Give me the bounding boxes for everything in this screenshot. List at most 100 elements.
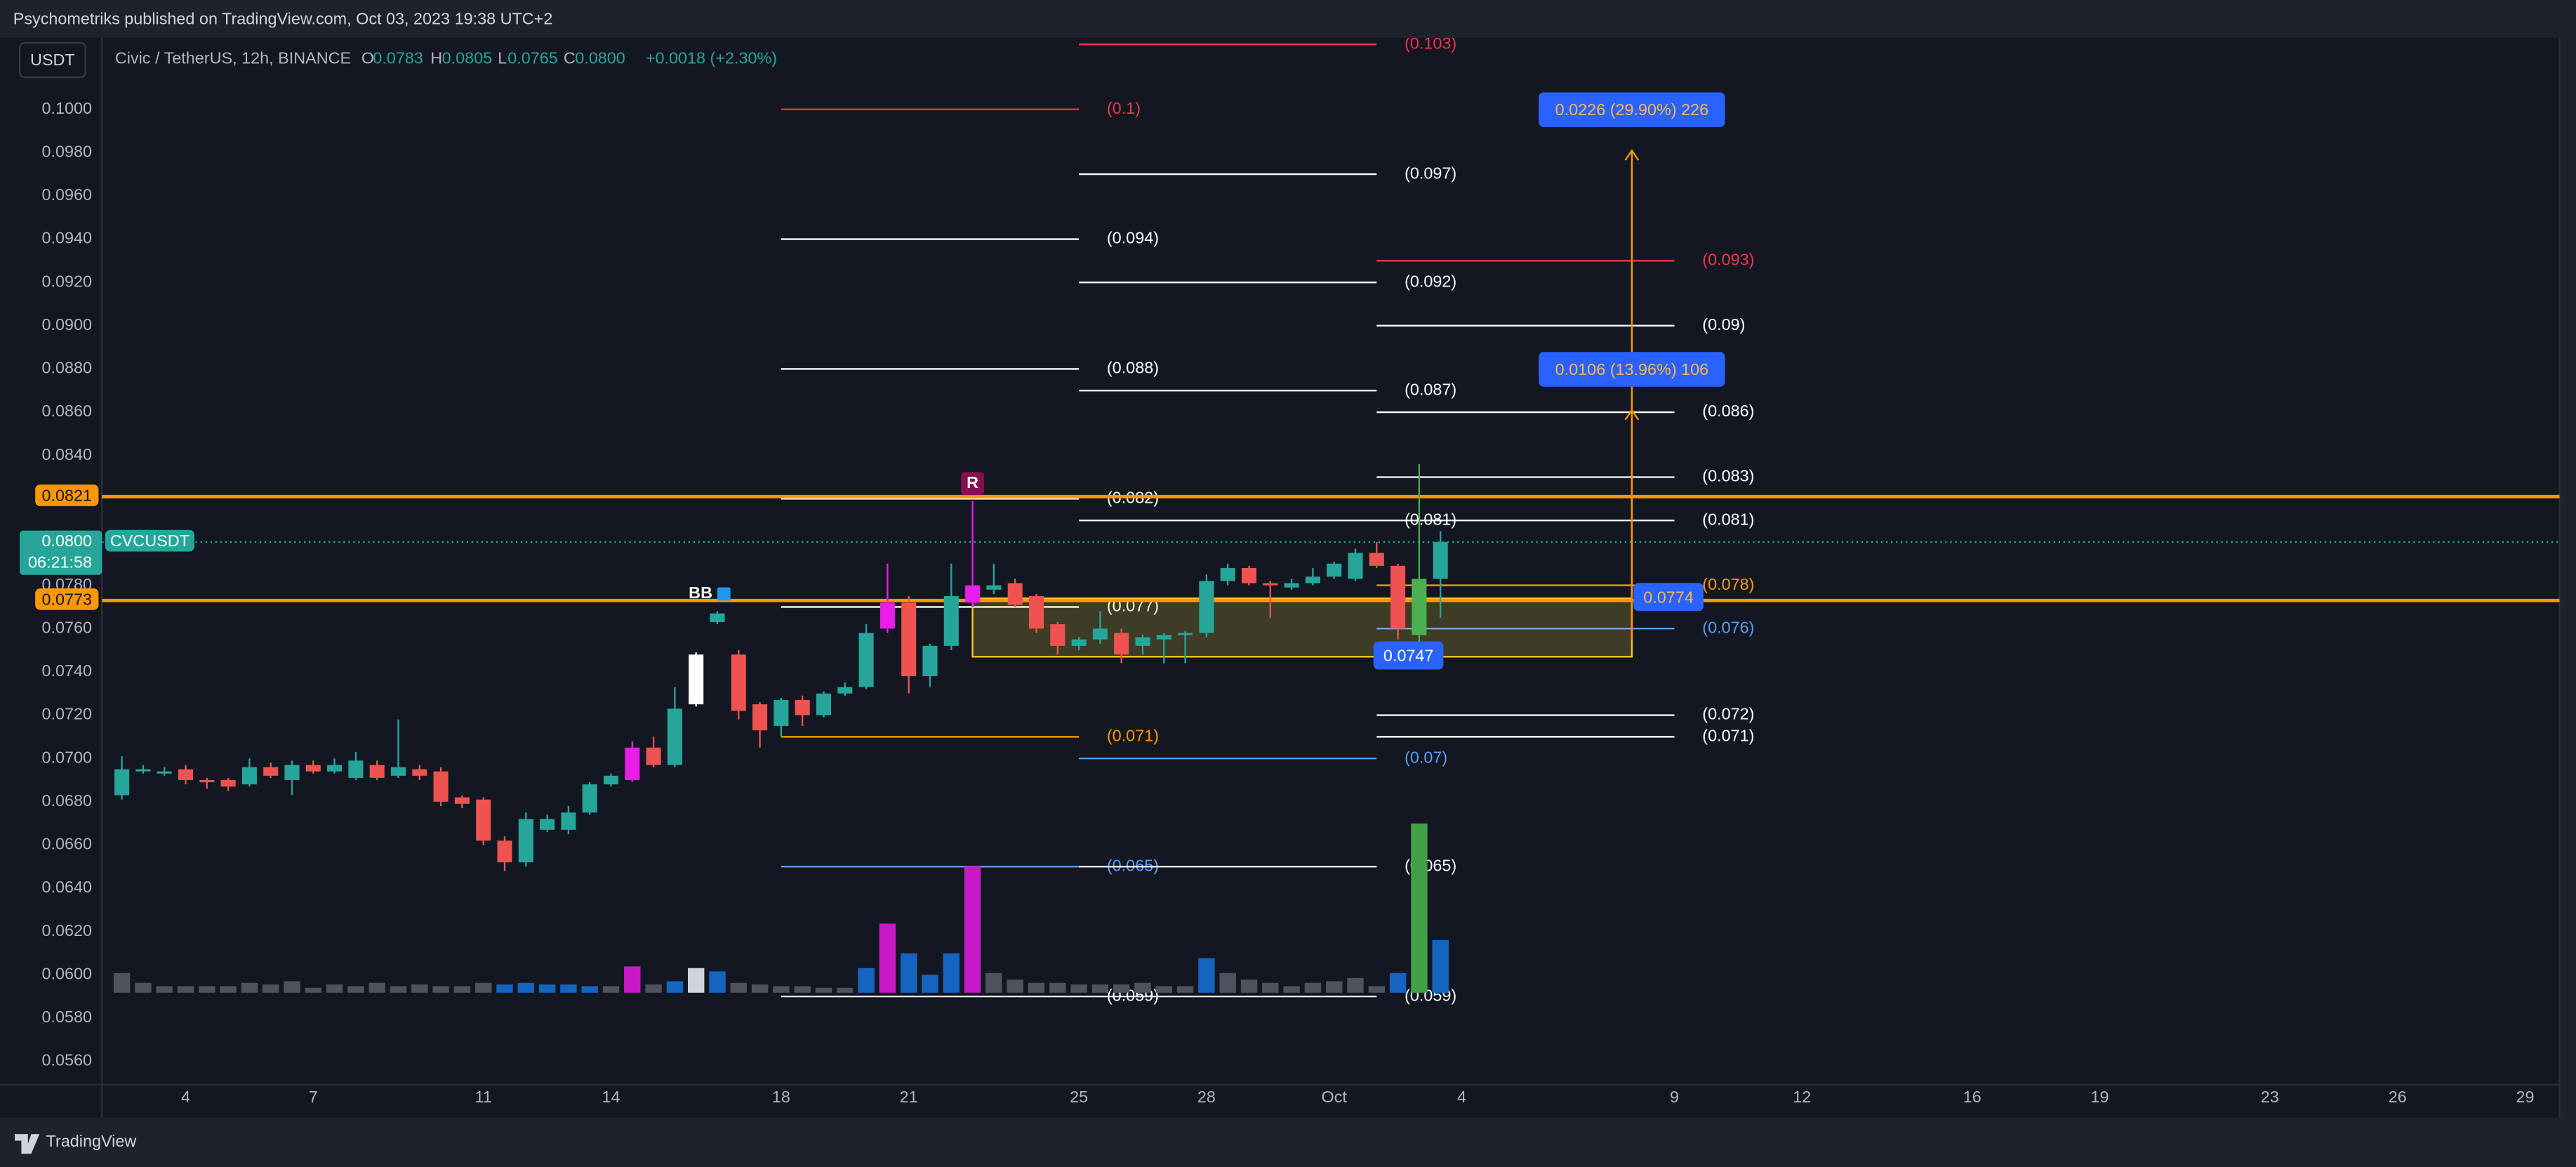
zone-top-label: 0.0774 <box>1643 588 1694 606</box>
volume-bar <box>135 982 152 993</box>
volume-bar <box>964 866 981 993</box>
candle-body <box>901 602 917 677</box>
volume-bar <box>1411 823 1428 993</box>
level-label: (0.088) <box>1107 359 1159 377</box>
volume-bar <box>390 986 407 993</box>
volume-bar <box>837 987 854 993</box>
volume-bar <box>1198 958 1215 993</box>
candle-body <box>858 633 874 687</box>
measure-label-box <box>1539 352 1725 387</box>
candle-body <box>1178 633 1193 635</box>
candle-body <box>476 799 491 841</box>
candle-body <box>1007 583 1023 605</box>
measure-label: 0.0106 (13.96%) 106 <box>1555 360 1708 378</box>
zone-top-label-box <box>1633 583 1704 612</box>
x-tick-label: 7 <box>309 1088 318 1106</box>
volume-bar <box>474 982 492 993</box>
y-tick-label: 0.0600 <box>42 964 93 982</box>
currency-label[interactable]: USDT <box>30 51 75 69</box>
y-tick-label: 0.1000 <box>42 99 93 117</box>
zone-box <box>971 597 1633 658</box>
volume-bar <box>1028 982 1045 993</box>
candle-body <box>774 699 789 726</box>
x-tick-label: 29 <box>2516 1088 2534 1106</box>
candle-body <box>1050 624 1065 646</box>
volume-bar <box>1262 982 1279 993</box>
y-tick-label: 0.0580 <box>42 1008 93 1026</box>
publish-line: Psychometriks published on TradingView.c… <box>13 9 553 27</box>
plot-area: (0.103) (0.1) (0.097) (0.094) (0.093) (0.092)… <box>102 38 2560 1004</box>
volume-bar <box>943 953 960 993</box>
candle-body <box>1114 633 1129 655</box>
y-tick-label: 0.0920 <box>42 272 93 290</box>
volume-bar <box>369 982 385 993</box>
volume-bar <box>1432 939 1449 993</box>
price-line-label: 0.0821 <box>42 486 93 504</box>
volume-bar <box>305 987 322 993</box>
legend-key: C <box>564 49 576 67</box>
candle-body <box>646 747 661 765</box>
x-tick-label: 18 <box>772 1088 790 1106</box>
candle-body <box>518 819 533 863</box>
candle-body <box>1199 581 1214 633</box>
volume-bar <box>1134 982 1151 993</box>
level-label: (0.1) <box>1107 99 1141 117</box>
volume-bar <box>624 966 641 993</box>
candle-body <box>816 693 832 716</box>
y-tick-label: 0.0900 <box>42 315 93 334</box>
legend-value: 0.0765 <box>507 49 558 67</box>
y-tick-label: 0.0880 <box>42 359 93 377</box>
volume-bar <box>1113 984 1130 993</box>
x-tick-label: 9 <box>1670 1088 1679 1106</box>
volume-bar <box>496 984 513 993</box>
x-tick-label: 23 <box>2261 1088 2279 1106</box>
candle-body <box>837 687 853 694</box>
candle-body <box>178 769 194 780</box>
x-tick-label: 4 <box>1457 1088 1466 1106</box>
y-tick-label: 0.0620 <box>42 921 93 939</box>
currency-button[interactable] <box>18 41 86 79</box>
volume-bar <box>1176 986 1194 993</box>
candle-body <box>327 765 343 772</box>
candle-body <box>1305 576 1320 584</box>
legend-key: H <box>430 49 442 67</box>
candle-body <box>114 769 130 796</box>
symbol-tag-box <box>105 529 194 552</box>
volume-bar <box>432 986 449 993</box>
y-tick-label: 0.0660 <box>42 835 93 853</box>
candle-body <box>731 654 746 711</box>
candle-body <box>1263 583 1278 586</box>
candle-body <box>922 645 938 677</box>
volume-bar <box>815 987 832 993</box>
y-tick-label: 0.0940 <box>42 229 93 247</box>
x-tick-label: 4 <box>181 1088 190 1106</box>
candle-body <box>795 699 810 716</box>
level-label: (0.087) <box>1405 380 1456 398</box>
chart-pane <box>0 37 2560 1118</box>
level-label: (0.072) <box>1702 705 1754 723</box>
volume-bar <box>199 986 215 993</box>
candle-body <box>540 819 555 830</box>
level-label: (0.071) <box>1107 726 1159 744</box>
volume-bar <box>262 984 279 993</box>
brand-logo <box>15 1134 40 1154</box>
symbol-tag: CVCUSDT <box>110 532 190 550</box>
x-tick-label: 12 <box>1793 1088 1811 1106</box>
candle-body <box>879 602 895 629</box>
volume-bar <box>453 986 471 993</box>
volume-bar <box>1325 981 1343 993</box>
candle-body <box>305 765 321 772</box>
last-price-label: 0.0800 <box>42 532 93 550</box>
level-label: (0.094) <box>1107 229 1159 247</box>
zone-bottom-label: 0.0747 <box>1383 646 1434 664</box>
volume-bar <box>602 986 620 993</box>
candle-body <box>199 779 215 783</box>
volume-bar <box>730 982 748 993</box>
marker-icon <box>717 587 731 601</box>
candle-body <box>1433 541 1448 579</box>
volume-bar <box>645 984 662 993</box>
y-tick-label: 0.0740 <box>42 661 93 680</box>
level-label: (0.086) <box>1702 402 1754 420</box>
volume-bar <box>284 981 300 993</box>
volume-bar <box>177 986 194 993</box>
